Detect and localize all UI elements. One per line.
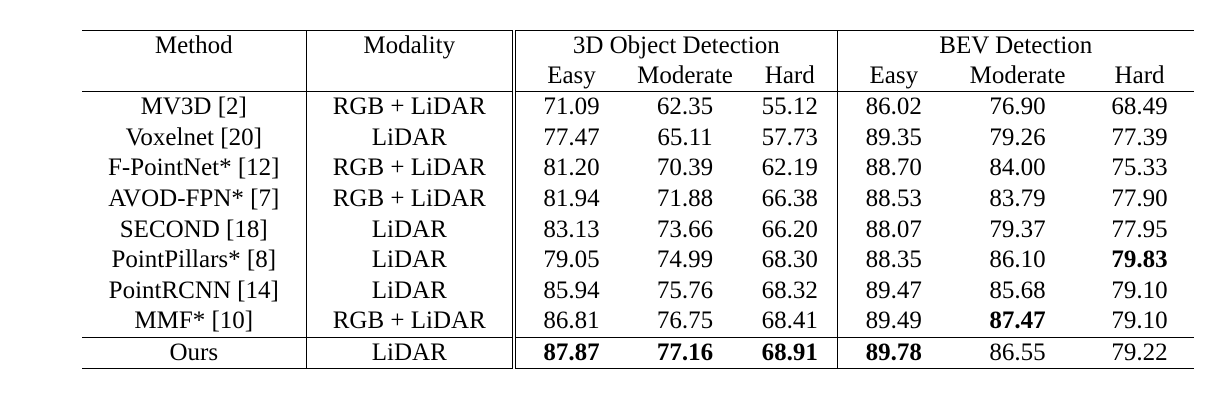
modality-cell: LiDAR — [306, 244, 516, 276]
modality-cell: LiDAR — [306, 214, 516, 245]
3d-hard-cell: 68.30 — [743, 244, 838, 276]
bev-moderate-cell: 86.55 — [950, 336, 1086, 370]
bev-hard-cell: 77.90 — [1111, 185, 1168, 213]
table-row-ours: Ours LiDAR 87.87 77.16 68.91 89.78 86.55… — [82, 336, 1195, 370]
results-table: Method Modality 3D Object Detection BEV … — [82, 30, 1195, 370]
method-cell: Ours — [82, 336, 307, 370]
bev-moderate-cell: 85.68 — [989, 276, 1046, 304]
method-header: Method — [82, 30, 307, 61]
bev-easy-cell: 89.49 — [865, 307, 922, 335]
header-row-1: Method Modality 3D Object Detection BEV … — [82, 30, 1195, 61]
3d-hard-cell: 68.91 — [743, 336, 838, 370]
method-cell: Voxelnet [20] — [82, 122, 307, 154]
table-row: MMF* [10] RGB + LiDAR 86.81 76.75 68.41 … — [82, 306, 1194, 338]
3d-moderate-cell: 76.75 — [656, 307, 714, 335]
bev-moderate-cell: 79.26 — [989, 123, 1046, 151]
3d-easy-cell: 81.94 — [543, 185, 600, 213]
3d-moderate-cell: 65.11 — [657, 123, 713, 151]
bev-easy-cell: 88.70 — [865, 154, 922, 182]
bev-moderate-cell: 84.00 — [989, 154, 1046, 182]
3d-easy-header: Easy — [514, 61, 627, 92]
table-row: AVOD-FPN* [7] RGB + LiDAR 81.94 71.88 66… — [82, 183, 1194, 215]
table-row: PointPillars* [8] LiDAR 79.05 74.99 68.3… — [82, 244, 1194, 276]
method-cell: MV3D [2] — [82, 91, 307, 123]
modality-cell: LiDAR — [306, 275, 516, 307]
method-cell: F-PointNet* [12] — [82, 153, 307, 184]
bev-easy-cell: 89.78 — [837, 336, 951, 370]
3d-easy-cell: 79.05 — [543, 246, 600, 274]
modality-header: Modality — [306, 30, 516, 61]
bev-hard-cell: 77.39 — [1111, 123, 1168, 151]
bev-moderate-header: Moderate — [950, 61, 1086, 92]
3d-easy-cell: 87.87 — [514, 336, 627, 370]
modality-cell: LiDAR — [306, 336, 516, 370]
3d-moderate-cell: 62.35 — [656, 93, 714, 121]
3d-hard-cell: 57.73 — [743, 122, 838, 154]
3d-detection-header: 3D Object Detection — [514, 30, 838, 61]
method-cell: MMF* [10] — [82, 306, 307, 338]
method-cell: PointRCNN [14] — [82, 275, 307, 307]
bev-detection-header: BEV Detection — [837, 30, 1195, 61]
3d-hard-cell: 66.38 — [743, 183, 838, 215]
table-row: PointRCNN [14] LiDAR 85.94 75.76 68.32 8… — [82, 275, 1194, 307]
3d-hard-cell: 62.19 — [743, 153, 838, 184]
3d-easy-cell: 81.20 — [543, 154, 600, 182]
bev-hard-cell: 79.10 — [1111, 307, 1168, 335]
header-row-2: Easy Moderate Hard Easy Moderate Hard — [82, 61, 1195, 92]
table-row: MV3D [2] RGB + LiDAR 71.09 62.35 55.12 8… — [82, 91, 1194, 123]
bev-hard-cell: 75.33 — [1111, 154, 1168, 182]
3d-moderate-cell: 70.39 — [656, 154, 714, 182]
table-row: F-PointNet* [12] RGB + LiDAR 81.20 70.39… — [82, 153, 1194, 184]
3d-easy-cell: 83.13 — [543, 215, 600, 243]
3d-moderate-cell: 74.99 — [656, 246, 714, 274]
3d-moderate-cell: 77.16 — [627, 336, 743, 370]
table-row: SECOND [18] LiDAR 83.13 73.66 66.20 88.0… — [82, 214, 1194, 245]
bev-moderate-cell: 83.79 — [989, 185, 1046, 213]
bev-moderate-cell: 79.37 — [989, 215, 1046, 243]
3d-easy-cell: 86.81 — [543, 307, 600, 335]
method-cell: AVOD-FPN* [7] — [82, 183, 307, 215]
modality-cell: LiDAR — [306, 122, 516, 154]
modality-header-blank — [306, 61, 516, 92]
3d-easy-cell: 85.94 — [543, 276, 600, 304]
bev-easy-cell: 89.47 — [865, 276, 922, 304]
method-cell: PointPillars* [8] — [82, 244, 307, 276]
table-body: Method Modality 3D Object Detection BEV … — [82, 30, 1195, 370]
bev-moderate-cell: 86.10 — [989, 246, 1046, 274]
modality-cell: RGB + LiDAR — [306, 183, 516, 215]
bev-easy-cell: 86.02 — [865, 93, 922, 121]
bev-hard-header: Hard — [1085, 61, 1195, 92]
3d-hard-cell: 68.41 — [743, 306, 838, 338]
bev-hard-cell: 79.10 — [1111, 276, 1168, 304]
modality-cell: RGB + LiDAR — [306, 91, 516, 123]
3d-hard-header: Hard — [743, 61, 838, 92]
3d-easy-cell: 77.47 — [543, 123, 600, 151]
bev-moderate-cell: 87.47 — [989, 307, 1046, 335]
bev-easy-cell: 88.35 — [865, 246, 922, 274]
bev-easy-cell: 88.53 — [865, 185, 922, 213]
table-row: Voxelnet [20] LiDAR 77.47 65.11 57.73 89… — [82, 122, 1194, 154]
modality-cell: RGB + LiDAR — [306, 153, 516, 184]
3d-easy-cell: 71.09 — [543, 93, 600, 121]
bev-easy-header: Easy — [837, 61, 951, 92]
bev-hard-cell: 79.22 — [1085, 336, 1195, 370]
method-header-blank — [82, 61, 307, 92]
3d-moderate-cell: 73.66 — [656, 215, 714, 243]
bev-moderate-cell: 76.90 — [989, 93, 1046, 121]
3d-hard-cell: 66.20 — [743, 214, 838, 245]
method-cell: SECOND [18] — [82, 214, 307, 245]
bev-hard-cell: 77.95 — [1111, 215, 1168, 243]
3d-hard-cell: 68.32 — [743, 275, 838, 307]
3d-moderate-cell: 71.88 — [656, 185, 714, 213]
3d-moderate-cell: 75.76 — [656, 276, 714, 304]
modality-cell: RGB + LiDAR — [306, 306, 516, 338]
3d-hard-cell: 55.12 — [743, 91, 838, 123]
bev-hard-cell: 79.83 — [1111, 246, 1168, 274]
bev-hard-cell: 68.49 — [1111, 93, 1168, 121]
bev-easy-cell: 89.35 — [865, 123, 922, 151]
3d-moderate-header: Moderate — [627, 61, 743, 92]
bev-easy-cell: 88.07 — [865, 215, 922, 243]
